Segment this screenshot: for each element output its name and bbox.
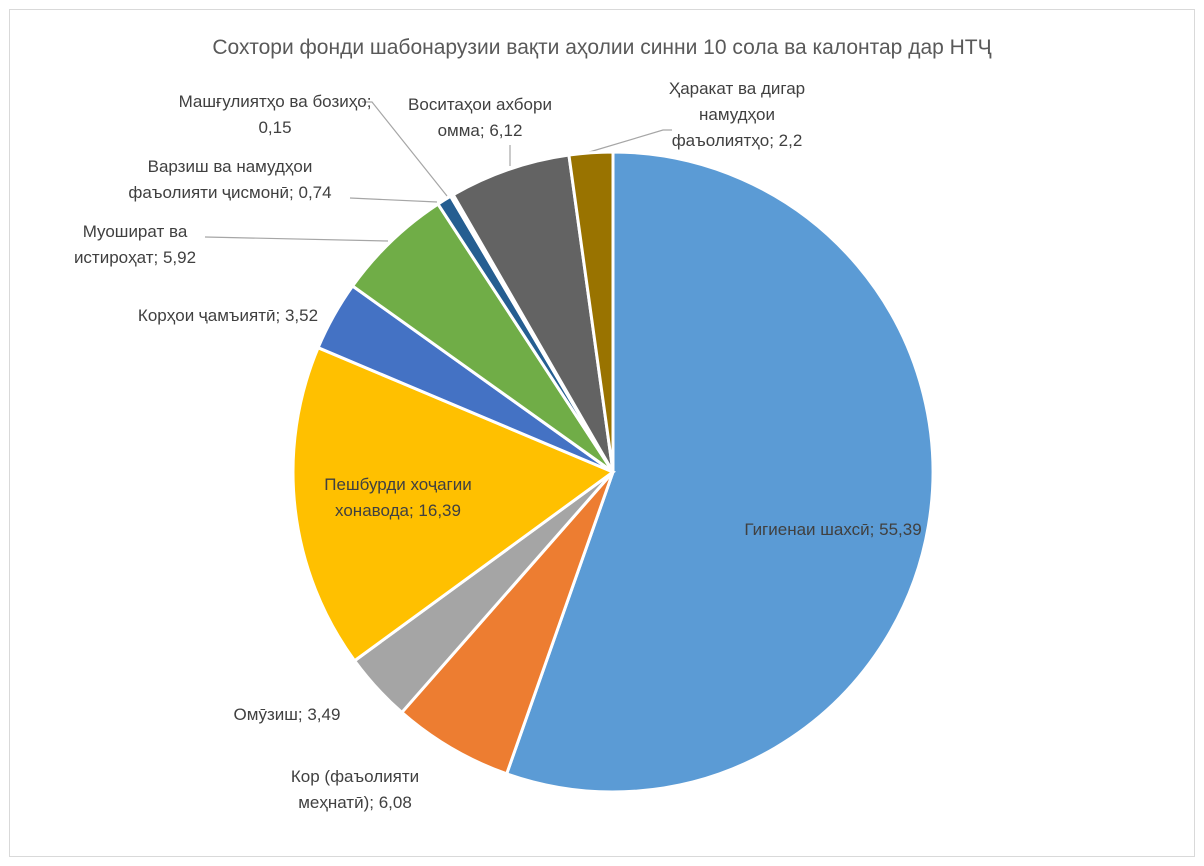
label-part: ; — [153, 248, 163, 267]
leader-line — [585, 129, 672, 154]
label-part: Ҳаракат ва дигар намудҳои фаъолиятҳо — [668, 79, 810, 150]
pie-slice — [399, 471, 615, 776]
label-part: ; — [769, 131, 779, 150]
label-part: ; — [408, 501, 419, 520]
data-label: Корҳои ҷамъиятӣ; 3,52 — [128, 303, 328, 329]
leader-line — [204, 236, 389, 242]
data-label: Гигиенаи шахсӣ; 55,39 — [733, 517, 933, 543]
label-part: Муошират ва истироҳат — [73, 222, 193, 267]
data-label: Кор (фаъолияти меҳнатӣ); 6,08 — [265, 764, 445, 816]
label-part: Гигиенаи шахсӣ — [744, 520, 870, 539]
label-part: ; — [479, 121, 490, 140]
label-part: Омӯзиш — [233, 705, 298, 724]
data-label: Ҳаракат ва дигар намудҳои фаъолиятҳо; 2,… — [652, 76, 822, 154]
label-part: 2,2 — [778, 131, 803, 150]
label-part: Кор (фаъолияти меҳнатӣ) — [290, 767, 424, 812]
label-part: ; — [366, 92, 377, 111]
label-part: ; — [289, 183, 299, 202]
label-part: 3,52 — [284, 306, 319, 325]
label-part: 6,08 — [378, 793, 412, 812]
leader-line — [349, 197, 438, 203]
leader-line — [362, 101, 448, 197]
label-part: 5,92 — [162, 248, 197, 267]
pie-slice — [567, 150, 615, 473]
pie-slice — [451, 153, 615, 473]
label-part: Варзиш ва намудҳои фаъолияти ҷисмонӣ — [128, 157, 318, 202]
label-part: ; — [869, 520, 880, 539]
data-label: Пешбурди хоҷагии хонавода; 16,39 — [288, 472, 508, 524]
label-part: Машғулиятҳо ва бозиҳо — [178, 92, 367, 111]
label-part: 6,12 — [489, 121, 523, 140]
label-part: 16,39 — [418, 501, 461, 520]
label-part: Корҳои ҷамъиятӣ — [137, 306, 276, 325]
label-part: 0,74 — [298, 183, 332, 202]
label-part: ; — [369, 793, 379, 812]
chart-title: Сохтори фонди шабонарузии вақти аҳолии с… — [212, 36, 992, 59]
data-label: Варзиш ва намудҳои фаъолияти ҷисмонӣ; 0,… — [105, 154, 355, 206]
data-label: Омӯзиш; 3,49 — [187, 702, 387, 728]
data-label: Машғулиятҳо ва бозиҳо; 0,15 — [175, 89, 375, 141]
label-part: 3,49 — [307, 705, 341, 724]
label-part: ; — [275, 306, 285, 325]
label-part: Воситаҳои ахбори омма — [408, 95, 557, 140]
pie-slice — [291, 345, 617, 663]
data-label: Муошират ва истироҳат; 5,92 — [45, 219, 225, 271]
label-part: Пешбурди хоҷагии хонавода — [324, 475, 477, 520]
label-part: ; — [297, 705, 308, 724]
label-part: 55,39 — [879, 520, 922, 539]
data-label: Воситаҳои ахбори омма; 6,12 — [400, 92, 560, 144]
label-part: 0,15 — [258, 118, 292, 137]
chart-frame — [9, 9, 1195, 857]
